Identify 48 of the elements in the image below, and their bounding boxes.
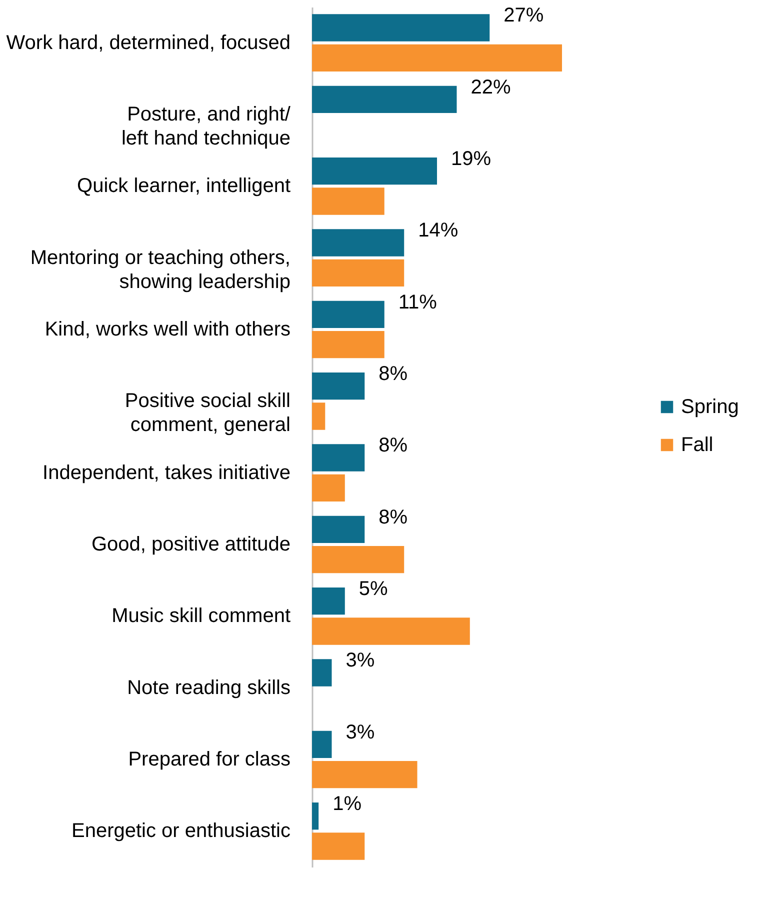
bar: [312, 158, 437, 185]
data-label: 27%: [504, 4, 544, 27]
y-tick-label: Posture, and right/ left hand technique: [121, 104, 291, 150]
data-label: 1%: [332, 793, 362, 816]
data-label: 22%: [470, 76, 511, 98]
bar: [312, 730, 332, 758]
data-label: 14%: [418, 220, 458, 242]
bar: [312, 402, 326, 430]
bar: [312, 331, 384, 358]
data-label: 5%: [358, 578, 388, 600]
bar: [312, 659, 332, 686]
data-label: 8%: [378, 506, 408, 528]
y-tick-label: Note reading skills: [127, 676, 290, 699]
y-tick-label: Work hard, determined, focused: [6, 32, 290, 54]
bar: [312, 14, 490, 42]
bar: [312, 618, 470, 645]
data-label: 8%: [378, 363, 408, 386]
legend-label: Fall: [681, 434, 714, 456]
bar: [312, 444, 365, 472]
bar: [312, 588, 345, 615]
bar: [312, 86, 457, 113]
bar: [312, 259, 404, 286]
data-label: 19%: [451, 148, 492, 170]
data-label: 3%: [346, 721, 375, 744]
data-label: 3%: [346, 650, 375, 672]
y-tick-label: Music skill comment: [112, 605, 291, 628]
bar: [312, 516, 365, 543]
y-tick-label: Positive social skill comment, general: [124, 390, 290, 436]
y-tick-label: Mentoring or teaching others, showing leadership: [30, 246, 290, 293]
bar: [312, 300, 384, 328]
y-tick-label: Good, positive attitude: [91, 534, 290, 556]
data-label: 8%: [378, 434, 408, 457]
y-tick-label: Energetic or enthusiastic: [71, 820, 290, 842]
bar: [312, 546, 404, 574]
bar: [312, 372, 365, 400]
bar: [312, 44, 562, 72]
bar: [312, 474, 345, 502]
y-tick-label: Prepared for class: [128, 748, 290, 770]
bar: [312, 229, 404, 256]
bar: [312, 802, 319, 830]
y-tick-label: Quick learner, intelligent: [77, 175, 291, 198]
bar: [312, 761, 418, 788]
y-tick-label: Independent, takes initiative: [42, 462, 290, 484]
bar: [312, 188, 384, 215]
legend-label: Spring: [681, 396, 739, 418]
data-label: 11%: [398, 291, 438, 314]
bar: [312, 832, 365, 860]
y-tick-label: Kind, works well with others: [44, 318, 290, 340]
